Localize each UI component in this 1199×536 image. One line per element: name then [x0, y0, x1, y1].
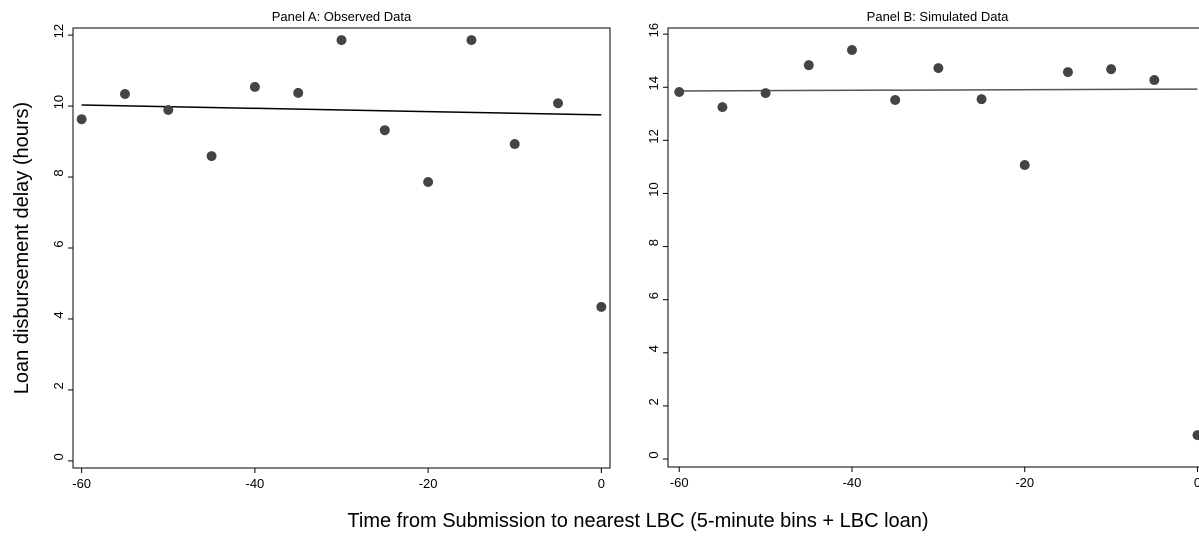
y-tick-label: 4	[51, 311, 66, 318]
x-tick-label: -20	[419, 476, 438, 491]
fit-line	[81, 104, 602, 116]
y-tick-label: 0	[51, 453, 66, 460]
point	[423, 177, 434, 187]
point	[890, 94, 901, 105]
y-tick-label: 12	[51, 24, 66, 38]
y-tick-label: 2	[51, 382, 66, 389]
y-tick-label: 6	[646, 292, 661, 299]
point	[379, 125, 390, 136]
x-tick-label: 0	[598, 476, 605, 491]
x-tick-label: -20	[1015, 475, 1034, 490]
point	[846, 45, 857, 56]
y-tick-label: 6	[51, 240, 66, 247]
point	[1149, 75, 1160, 86]
point	[760, 88, 771, 99]
point	[336, 35, 347, 46]
point	[249, 81, 260, 92]
plot-frame	[72, 27, 611, 469]
x-tick-label: -40	[843, 475, 862, 490]
y-tick-label: 10	[51, 95, 66, 109]
point	[803, 60, 814, 71]
point	[674, 87, 685, 98]
point	[119, 89, 130, 99]
point	[717, 102, 728, 113]
x-tick-label: 0	[1194, 475, 1199, 490]
y-tick-label: 0	[646, 451, 661, 458]
y-tick-label: 8	[51, 169, 66, 176]
y-tick-label: 8	[646, 239, 661, 246]
point	[933, 63, 944, 74]
point	[596, 301, 607, 312]
plot-frame	[667, 27, 1199, 468]
point	[206, 151, 217, 162]
y-axis-label: Loan disbursement delay (hours)	[11, 102, 33, 394]
x-axis-label: Time from Submission to nearest LBC (5-m…	[347, 510, 928, 532]
fit-line	[679, 88, 1198, 92]
y-tick-label: 16	[646, 23, 661, 37]
point	[976, 94, 987, 105]
point	[466, 35, 477, 46]
point	[1062, 67, 1073, 78]
panel-title: Panel A: Observed Data	[272, 9, 412, 24]
point	[293, 87, 304, 98]
x-tick-label: -60	[72, 476, 91, 491]
point	[509, 139, 520, 150]
point	[553, 98, 564, 109]
point	[1106, 64, 1117, 75]
y-tick-label: 14	[646, 76, 661, 90]
point	[1019, 160, 1030, 171]
panel-title: Panel B: Simulated Data	[867, 9, 1009, 24]
y-tick-label: 2	[646, 398, 661, 405]
y-tick-label: 10	[646, 182, 661, 196]
y-tick-label: 4	[646, 345, 661, 352]
y-tick-label: 12	[646, 129, 661, 143]
x-tick-label: -60	[670, 475, 689, 490]
point	[76, 114, 87, 125]
x-tick-label: -40	[245, 476, 264, 491]
point	[163, 104, 174, 115]
point	[1192, 430, 1199, 441]
